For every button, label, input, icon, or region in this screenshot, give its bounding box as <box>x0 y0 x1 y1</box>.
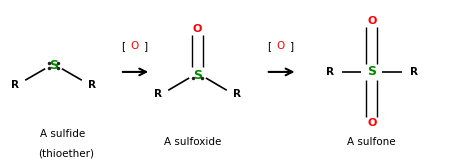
Text: [: [ <box>121 41 125 51</box>
Text: A sulfone: A sulfone <box>347 137 396 147</box>
Text: S: S <box>193 69 202 82</box>
Text: ]: ] <box>145 41 148 51</box>
Text: (thioether): (thioether) <box>38 148 94 158</box>
Text: R: R <box>154 89 162 99</box>
Text: O: O <box>193 24 202 34</box>
Text: R: R <box>88 80 96 90</box>
Text: O: O <box>276 41 285 51</box>
Text: A sulfide: A sulfide <box>39 129 85 139</box>
Text: O: O <box>367 118 376 128</box>
Text: ]: ] <box>290 41 294 51</box>
Text: R: R <box>233 89 241 99</box>
Text: S: S <box>367 65 376 78</box>
Text: S: S <box>49 59 58 72</box>
Text: A sulfoxide: A sulfoxide <box>164 137 221 147</box>
Text: R: R <box>326 67 334 77</box>
Text: [: [ <box>267 41 271 51</box>
Text: O: O <box>131 41 139 51</box>
Text: O: O <box>367 16 376 26</box>
Text: R: R <box>11 80 19 90</box>
Text: R: R <box>410 67 418 77</box>
